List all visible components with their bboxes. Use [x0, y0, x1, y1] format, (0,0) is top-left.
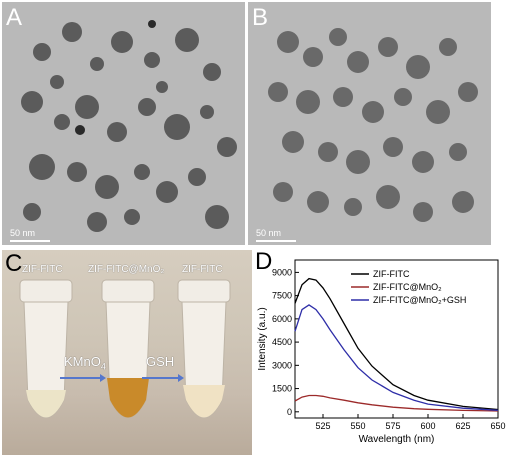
y-tick-label: 9000 — [272, 267, 292, 277]
panel-d-letter: D — [255, 250, 273, 275]
scale-bar-b — [256, 240, 296, 242]
legend-label-2: ZIF-FITC@MnO₂+GSH — [373, 295, 466, 305]
panel-a-letter: A — [6, 4, 23, 31]
y-tick-label: 6000 — [272, 314, 292, 324]
scale-bar-label-b: 50 nm — [256, 228, 282, 238]
series-line-1 — [294, 394, 499, 412]
y-tick-label: 3000 — [272, 360, 292, 370]
x-tick-label: 650 — [490, 421, 505, 431]
tube-left — [19, 279, 73, 418]
panel-c-letter: C — [5, 250, 23, 277]
tem-particles-b — [268, 28, 478, 222]
tube-label-3: ZIF-FITC — [182, 264, 223, 275]
series-line-2 — [294, 304, 499, 411]
panel-b-letter: B — [252, 4, 269, 31]
x-tick-label: 525 — [315, 421, 330, 431]
panel-a-tem-image: A 50 nm — [2, 2, 245, 245]
panel-c-tube-photo: C ZIF-FITC ZIF-FITC@MnO₂ ZIF-FITC KMnO4 … — [2, 250, 252, 455]
x-tick-label: 600 — [420, 421, 435, 431]
reagent-kmno4-text: KMnO — [64, 354, 101, 369]
tube-illustration — [19, 279, 231, 418]
arrow-1 — [60, 374, 106, 382]
series-line-0 — [294, 277, 499, 411]
scale-bar-a — [10, 240, 50, 242]
legend-label-1: ZIF-FITC@MnO₂ — [373, 282, 442, 292]
spectra-plot: 525 550 575 600 625 650 0 1500 3000 4500 6000 7500 9… — [257, 259, 506, 445]
y-tick-label: 0 — [287, 407, 292, 417]
arrow-2 — [142, 374, 184, 382]
x-tick-label: 550 — [350, 421, 365, 431]
legend-label-0: ZIF-FITC — [373, 269, 410, 279]
panel-b-tem-image: B 50 nm — [248, 2, 491, 245]
y-axis-label: Intensity (a.u.) — [257, 307, 268, 370]
tube-label-1: ZIF-FITC — [22, 264, 63, 275]
tube-right — [177, 279, 231, 418]
tube-middle — [101, 279, 155, 418]
scale-bar-label-a: 50 nm — [10, 228, 36, 238]
reagent-gsh: GSH — [146, 354, 175, 369]
x-tick-label: 575 — [385, 421, 400, 431]
tem-particles-a — [21, 20, 237, 232]
y-tick-label: 1500 — [272, 384, 292, 394]
tube-label-2: ZIF-FITC@MnO₂ — [88, 264, 165, 275]
x-axis-label: Wavelength (nm) — [359, 434, 435, 445]
x-tick-label: 625 — [455, 421, 470, 431]
reagent-kmno4-subscript: 4 — [100, 361, 106, 372]
y-tick-label: 7500 — [272, 291, 292, 301]
panel-d-chart: D 525 550 575 600 625 650 0 1500 3000 4500 6000 750… — [255, 250, 506, 455]
reagent-kmno4: KMnO4 — [64, 354, 106, 372]
y-tick-label: 4500 — [272, 337, 292, 347]
plot-frame — [294, 259, 499, 419]
